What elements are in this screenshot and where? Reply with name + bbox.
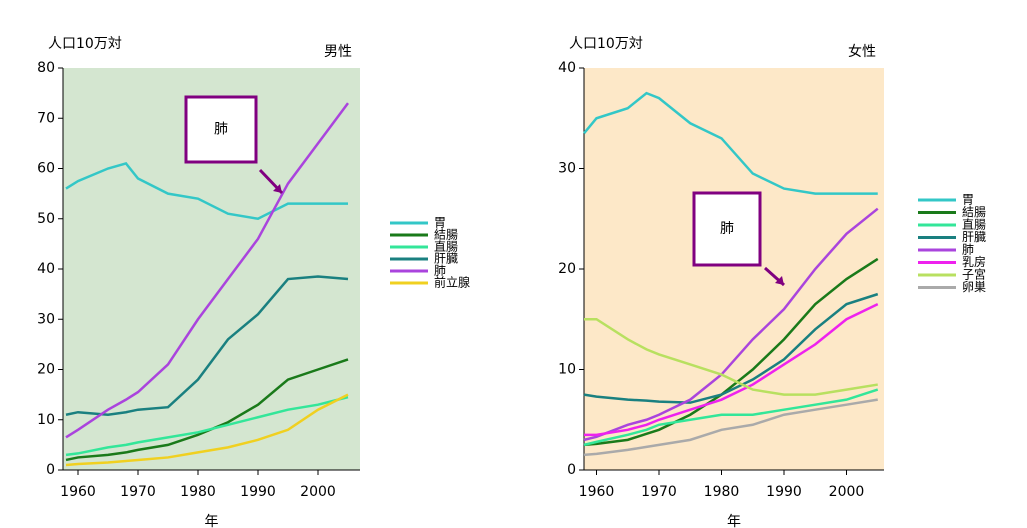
series-line [583, 292, 879, 404]
legend-label: 子宮 [962, 267, 986, 282]
y-tick-label: 0 [46, 462, 55, 478]
x-axis-label: 年 [727, 514, 741, 528]
y-tick-label: 40 [558, 60, 576, 76]
x-axis-label: 年 [205, 514, 219, 528]
legend-label: 肺 [962, 243, 974, 257]
y-tick-label: 40 [37, 261, 55, 277]
x-tick-label: 1980 [704, 484, 740, 500]
x-tick-label: 1960 [60, 484, 96, 500]
series-line [65, 393, 349, 467]
y-tick-label: 30 [37, 311, 55, 327]
y-tick-label: 50 [37, 211, 55, 227]
y-tick-label: 80 [37, 60, 55, 76]
x-tick-label: 1990 [240, 484, 276, 500]
x-tick-label: 1960 [579, 484, 615, 500]
y-tick-label: 20 [558, 261, 576, 277]
legend-label: 肺 [434, 264, 446, 278]
series-line [584, 318, 878, 396]
chart-title: 男性 [324, 44, 352, 60]
legend-label: 乳房 [962, 254, 986, 269]
series-line [583, 388, 879, 447]
y-tick-label: 20 [37, 362, 55, 378]
series-line [65, 162, 348, 221]
y-tick-label: 10 [37, 412, 55, 428]
series-line [65, 395, 349, 457]
chart-title: 女性 [848, 43, 876, 60]
legend-label: 肝臓 [434, 252, 458, 266]
legend-label: 結腸 [962, 205, 986, 219]
arrow-head [273, 184, 282, 193]
y-axis-label: 人口10万対 [569, 36, 643, 52]
plot-background [584, 68, 884, 470]
legend-label: 直腸 [962, 218, 986, 232]
arrow-head [775, 276, 784, 285]
legend-label: 結腸 [434, 228, 458, 242]
series-line [583, 398, 878, 457]
x-tick-label: 1990 [766, 484, 802, 500]
x-tick-label: 2000 [300, 484, 336, 500]
y-tick-label: 70 [37, 110, 55, 126]
legend-label: 肝臓 [962, 230, 986, 244]
annotation-box [184, 95, 258, 164]
annotation-box [692, 191, 762, 267]
series-line [65, 102, 350, 439]
legend-label: 卵巣 [962, 280, 986, 294]
series-line [583, 207, 879, 442]
x-tick-label: 1970 [641, 484, 677, 500]
annotation: 肺 [214, 122, 228, 138]
x-tick-label: 1980 [180, 484, 216, 500]
annotation: 肺 [720, 221, 734, 237]
y-tick-label: 30 [558, 161, 576, 177]
x-tick-label: 1970 [120, 484, 156, 500]
series-line [583, 91, 878, 195]
series-line [584, 303, 879, 437]
legend-label: 直腸 [434, 240, 458, 254]
legend-label: 前立腺 [434, 275, 470, 290]
y-tick-label: 60 [37, 161, 55, 177]
y-axis-label: 人口10万対 [48, 36, 122, 52]
legend-label: 胃 [434, 216, 446, 230]
series-line [65, 358, 349, 462]
y-tick-label: 0 [567, 462, 576, 478]
legend-label: 胃 [962, 193, 974, 207]
y-tick-label: 10 [558, 362, 576, 378]
x-tick-label: 2000 [829, 484, 865, 500]
